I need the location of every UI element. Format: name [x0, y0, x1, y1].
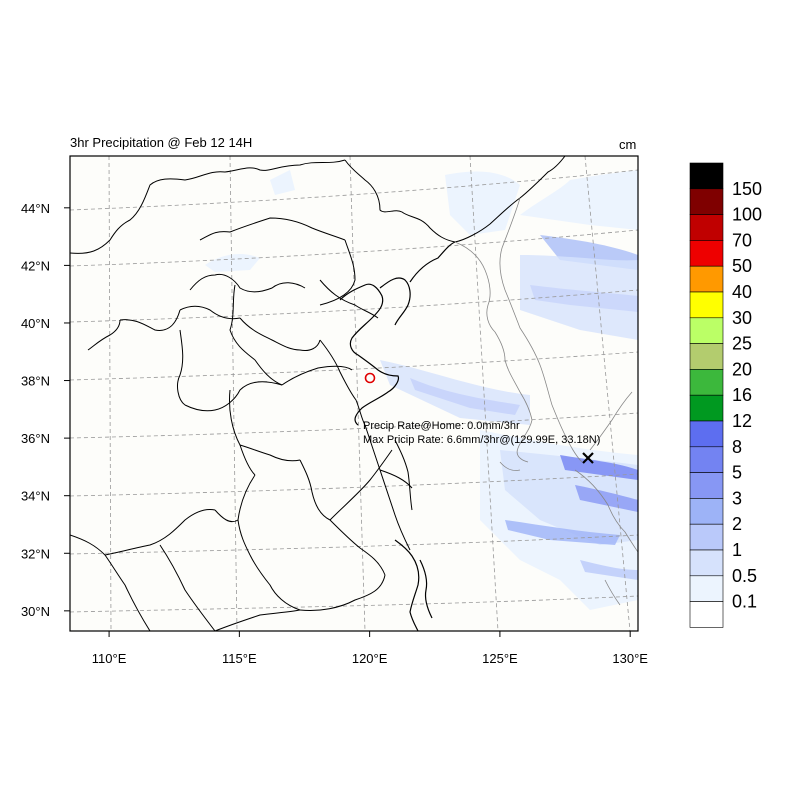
colorbar-level-label: 12 — [732, 411, 752, 431]
max-rate-annotation: Max Pricip Rate: 6.6mm/3hr@(129.99E, 33.… — [363, 434, 600, 446]
precipitation-field — [205, 170, 638, 610]
colorbar-level-label: 1 — [732, 540, 742, 560]
colorbar-swatch — [689, 240, 724, 267]
lat-tick-label: 44°N — [21, 201, 50, 216]
lat-tick-label: 36°N — [21, 431, 50, 446]
colorbar-swatch — [689, 601, 724, 628]
colorbar-swatch — [689, 162, 724, 190]
colorbar-swatch — [689, 265, 724, 293]
colorbar-swatch — [689, 291, 724, 319]
colorbar-level-label: 16 — [732, 385, 752, 405]
lat-tick-label: 34°N — [21, 489, 50, 504]
lat-tick-label: 32°N — [21, 546, 50, 561]
plot-title: 3hr Precipitation @ Feb 12 14H — [70, 135, 253, 150]
colorbar-level-label: 70 — [732, 230, 752, 250]
colorbar-level-label: 100 — [732, 205, 762, 225]
colorbar-swatch — [689, 498, 724, 525]
colorbar-swatch — [689, 343, 724, 370]
lon-tick-label: 120°E — [352, 651, 388, 666]
colorbar-swatch — [689, 214, 724, 241]
colorbar-level-label: 0.5 — [732, 566, 757, 586]
colorbar-level-label: 40 — [732, 282, 752, 302]
lon-tick-label: 110°E — [92, 651, 127, 666]
coastline — [339, 241, 456, 631]
province-borders — [70, 156, 566, 631]
colorbar-swatch — [689, 369, 724, 396]
colorbar-swatch — [689, 446, 724, 473]
colorbar-swatch — [689, 523, 724, 551]
colorbar-level-label: 0.1 — [732, 592, 757, 612]
colorbar-level-label: 50 — [732, 256, 752, 276]
colorbar-level-label: 30 — [732, 308, 752, 328]
colorbar-swatch — [689, 472, 724, 499]
lon-tick-label: 115°E — [222, 651, 257, 666]
units-label: cm — [619, 137, 637, 152]
lon-tick-label: 125°E — [482, 651, 518, 666]
colorbar-swatch — [689, 317, 724, 344]
colorbar-swatch — [689, 188, 724, 215]
colorbar-swatch — [689, 549, 724, 577]
coastline-peninsula — [454, 197, 638, 606]
colorbar: 150 100 70 50 40 30 25 20 16 12 8 5 3 2 1 0.5 0.1 — [689, 162, 762, 628]
max-precip-marker — [582, 452, 594, 464]
lon-tick-label: 130°E — [612, 651, 648, 666]
colorbar-level-label: 8 — [732, 437, 742, 457]
map-frame — [69, 155, 639, 632]
colorbar-swatch — [689, 575, 724, 602]
colorbar-level-label: 3 — [732, 488, 742, 508]
colorbar-swatch — [689, 420, 724, 448]
colorbar-level-label: 25 — [732, 334, 752, 354]
lat-tick-label: 30°N — [21, 604, 50, 619]
colorbar-level-label: 2 — [732, 514, 742, 534]
colorbar-level-label: 150 — [732, 179, 762, 199]
home-location-marker — [364, 372, 376, 384]
lat-tick-label: 38°N — [21, 374, 50, 389]
colorbar-swatch — [689, 394, 724, 422]
lat-tick-label: 40°N — [21, 316, 50, 331]
axis-labels: 110°E 115°E 120°E 125°E 130°E 30°N 32°N 34°N 36°… — [21, 201, 648, 666]
home-rate-annotation: Precip Rate@Home: 0.0mm/3hr — [363, 420, 520, 432]
lat-tick-label: 42°N — [21, 258, 50, 273]
colorbar-level-label: 5 — [732, 463, 742, 483]
axis-ticks — [64, 207, 631, 637]
colorbar-level-label: 20 — [732, 359, 752, 379]
